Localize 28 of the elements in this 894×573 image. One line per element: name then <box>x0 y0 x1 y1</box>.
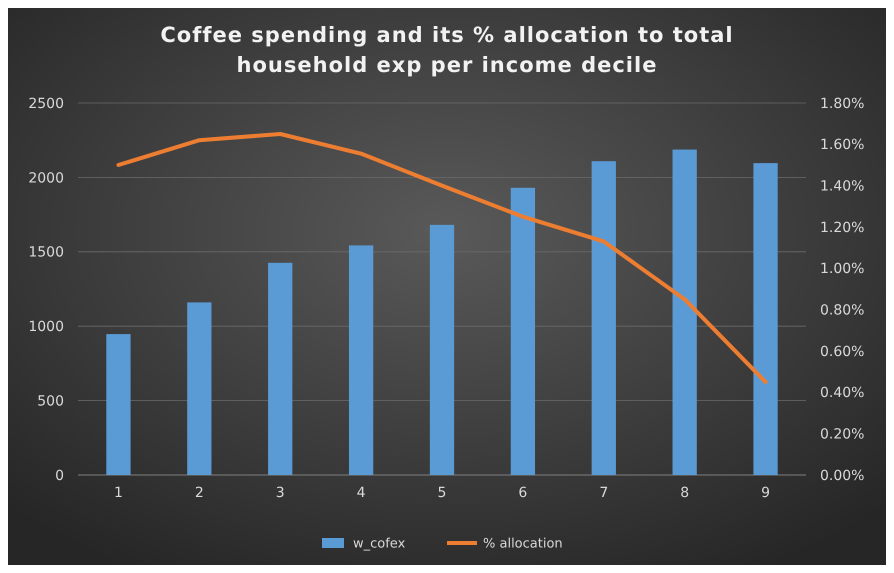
y-tick-label: 500 <box>37 394 64 410</box>
y2-tick-label: 0.00% <box>820 468 864 484</box>
x-tick-label: 3 <box>276 485 285 501</box>
y-tick-label: 2000 <box>28 170 64 186</box>
y2-tick-label: 0.60% <box>820 344 864 360</box>
legend-label: w_cofex <box>353 536 406 552</box>
x-tick-label: 1 <box>114 485 123 501</box>
y2-tick-label: 1.80% <box>820 96 864 112</box>
x-tick-label: 8 <box>680 485 690 501</box>
chart-title: Coffee spending and its % allocation to total household exp per income decile <box>160 23 734 77</box>
y2-tick-label: 1.00% <box>820 261 864 278</box>
y2-tick-label: 0.80% <box>820 302 864 319</box>
x-tick-label: 6 <box>518 485 528 501</box>
x-tick-label: 9 <box>761 485 770 501</box>
y-tick-label: 0 <box>55 468 64 484</box>
x-tick-label: 7 <box>599 485 608 501</box>
y2-tick-label: 1.60% <box>820 137 864 154</box>
legend-label: % allocation <box>483 536 563 552</box>
x-tick-label: 2 <box>194 485 204 501</box>
y2-tick-label: 0.40% <box>820 385 864 402</box>
y-tick-label: 2500 <box>28 96 64 112</box>
y2-tick-label: 1.20% <box>820 220 864 236</box>
y-tick-label: 1000 <box>28 319 64 336</box>
y2-tick-label: 0.20% <box>820 426 864 443</box>
x-tick-label: 5 <box>438 485 446 501</box>
y2-tick-label: 1.40% <box>820 178 864 195</box>
y-tick-label: 1500 <box>28 244 64 261</box>
x-tick-label: 4 <box>356 485 366 501</box>
